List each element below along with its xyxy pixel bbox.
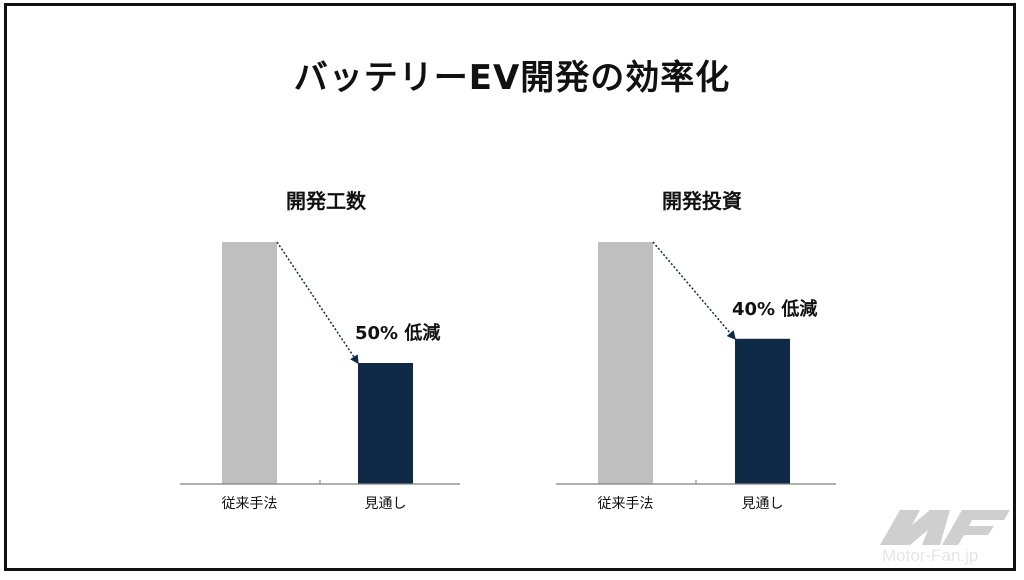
reduction-label: 40% 低減 bbox=[732, 298, 817, 320]
watermark-text: Motor-Fan.jp bbox=[882, 546, 979, 565]
reduction-arrow bbox=[652, 241, 736, 340]
chart-title: 開発投資 bbox=[662, 189, 742, 213]
bar-forecast bbox=[358, 363, 413, 484]
reduction-arrow bbox=[276, 241, 359, 365]
slide-frame bbox=[4, 3, 1016, 571]
reduction-label: 50% 低減 bbox=[355, 322, 440, 344]
chart-title: 開発工数 bbox=[286, 189, 367, 213]
bar-forecast bbox=[735, 338, 790, 484]
bar-baseline bbox=[222, 242, 277, 484]
category-label: 見通し bbox=[742, 496, 784, 512]
category-label: 従来手法 bbox=[598, 496, 654, 512]
bar-baseline bbox=[598, 242, 653, 484]
category-label: 従来手法 bbox=[222, 496, 278, 512]
slide-title: バッテリーEV開発の効率化 bbox=[293, 58, 731, 98]
motor-fan-logo bbox=[880, 510, 1010, 545]
category-label: 見通し bbox=[365, 496, 407, 512]
